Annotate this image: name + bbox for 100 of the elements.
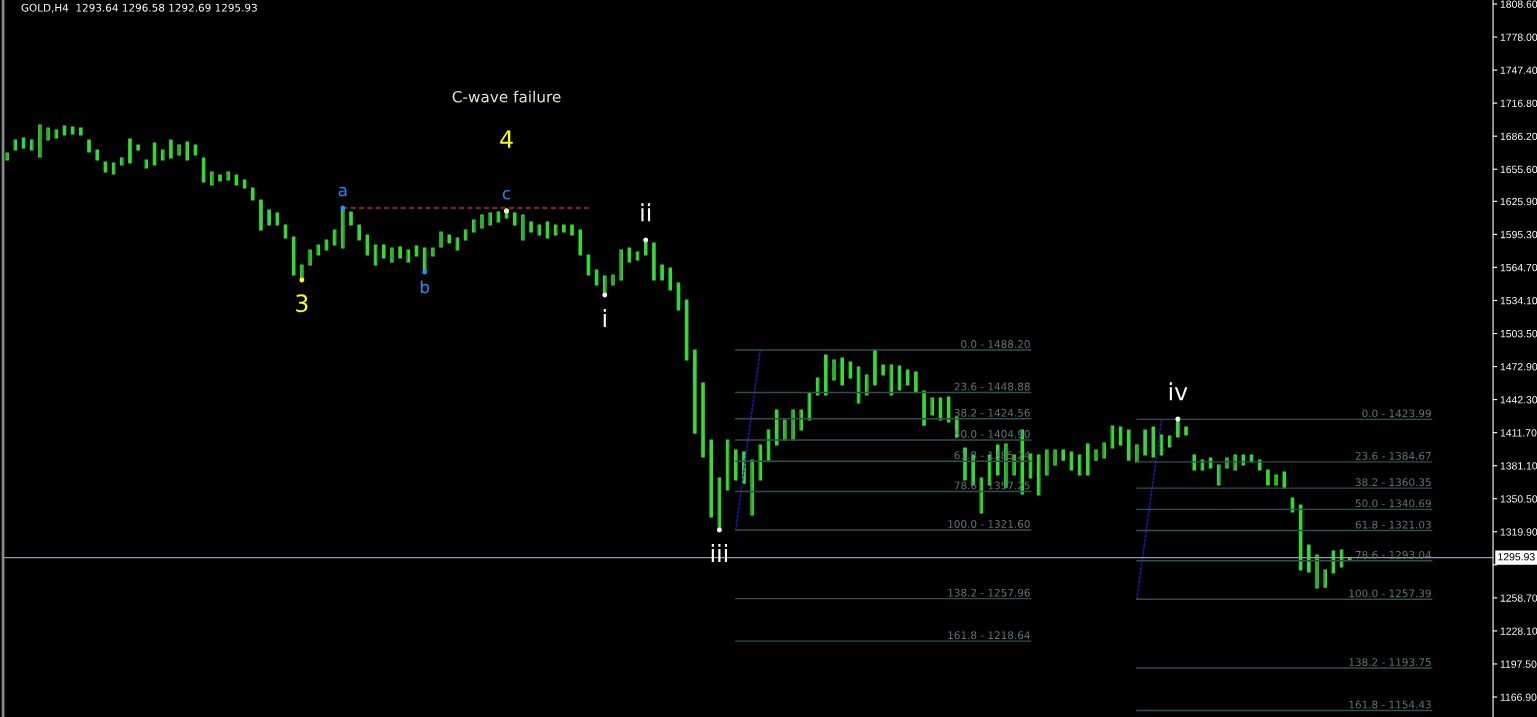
candlestick: [832, 359, 836, 381]
y-tick-label: 1564.70: [1500, 263, 1537, 272]
candlestick: [701, 382, 705, 458]
candlestick: [341, 207, 345, 249]
candlestick: [873, 349, 877, 386]
candlestick: [1266, 469, 1270, 486]
candlestick: [1315, 554, 1319, 589]
candlestick: [136, 144, 140, 151]
candlestick: [1274, 474, 1278, 486]
series-label: 0.0 - 1488.20: [961, 340, 1030, 348]
series-label: 38.2 - 1424.56: [954, 408, 1030, 417]
point: [340, 205, 346, 211]
candlestick: [840, 357, 844, 386]
candlestick: [201, 157, 206, 183]
series-label: 61.8 - 1321.03: [1355, 520, 1431, 529]
y-tick-label: 1381.10: [1500, 462, 1537, 470]
series-label: 38.2 - 1360.35: [1355, 478, 1431, 487]
y-tick-label: 1778.00: [1500, 33, 1537, 41]
ref-line-label: 1295.93: [1498, 553, 1535, 561]
candlestick: [586, 254, 591, 276]
candlestick: [807, 392, 812, 421]
y-tick-label: 1686.20: [1500, 132, 1537, 141]
y-tick-label: 1655.60: [1500, 165, 1537, 174]
candlestick: [177, 144, 181, 156]
y-tick-label: 1166.90: [1500, 693, 1537, 701]
candlestick: [1331, 550, 1336, 574]
y-tick-label: 1258.70: [1500, 594, 1537, 602]
candlestick: [46, 127, 50, 141]
candlestick: [693, 349, 697, 434]
series-label: 100.0 - 1321.60: [948, 520, 1030, 528]
candlestick: [259, 199, 263, 231]
y-tick-label: 1503.50: [1500, 330, 1537, 338]
series-label: 0.0 - 1423.99: [1362, 409, 1431, 418]
candlestick: [660, 264, 664, 281]
candlestick: [1126, 429, 1131, 461]
series-label: a: [338, 186, 347, 197]
y-tick-label: 1747.40: [1500, 66, 1537, 74]
candlestick: [431, 247, 435, 257]
candlestick: [733, 449, 738, 481]
point: [643, 237, 649, 243]
candlestick: [619, 249, 623, 281]
candlestick: [652, 242, 656, 281]
candlestick: [668, 267, 673, 291]
candlestick: [398, 246, 402, 259]
candlestick: [357, 224, 361, 241]
y-tick-label: 1595.30: [1500, 230, 1537, 239]
y-tick-label: 1808.60: [1500, 0, 1537, 8]
candlestick: [750, 459, 754, 516]
candlestick: [783, 419, 787, 441]
text: C-wave failure: [452, 90, 561, 103]
candlestick: [38, 124, 42, 158]
candlestick: [422, 247, 427, 273]
series-label: 78.6 - 1293.04: [1355, 550, 1432, 559]
candlestick: [881, 364, 885, 376]
y-tick-label: 1534.10: [1500, 296, 1537, 305]
candlestick: [1036, 454, 1041, 496]
candlestick: [1151, 426, 1156, 458]
candlestick: [562, 224, 566, 233]
candlestick: [308, 249, 312, 266]
candlestick: [1176, 418, 1180, 438]
series-label: 23.6 - 1448.88: [954, 382, 1030, 391]
series-label: ii: [641, 203, 651, 222]
candlestick: [291, 236, 296, 276]
candlestick: [897, 365, 902, 391]
series-label: 161.8 - 1154.43: [1349, 700, 1431, 709]
candlestick: [914, 371, 918, 393]
point: [422, 269, 428, 275]
point: [1175, 416, 1181, 422]
candlestick: [439, 231, 443, 248]
chart-title: GOLD,H4 1293.64 1296.58 1292.69 1295.93: [21, 3, 257, 13]
candlestick: [480, 214, 484, 229]
candlestick: [1217, 464, 1221, 486]
series-label: 138.2 - 1193.75: [1349, 658, 1431, 666]
point: [602, 292, 608, 298]
y-tick-label: 1472.90: [1500, 363, 1537, 371]
candlestick: [472, 219, 476, 233]
candlestick: [1298, 504, 1303, 571]
candlestick: [390, 247, 394, 263]
line-series: [1136, 418, 1163, 600]
y-tick-label: 1411.70: [1500, 429, 1537, 437]
candlestick: [128, 138, 132, 164]
candlestick: [1028, 453, 1033, 479]
candlestick: [365, 234, 370, 256]
candlestick: [300, 264, 304, 281]
y-tick-label: 1716.80: [1500, 99, 1537, 108]
series-label: 138.2 - 1257.96: [948, 588, 1030, 597]
series-label: iv: [1169, 382, 1188, 401]
candlestick: [218, 174, 222, 182]
series-label: i: [603, 308, 606, 327]
series-label: 3: [296, 294, 308, 313]
candlestick: [1307, 544, 1311, 573]
candlestick: [1094, 449, 1098, 461]
candlestick: [1143, 429, 1147, 456]
text: 4: [500, 130, 513, 148]
candlestick: [373, 244, 378, 266]
candlestick: [1077, 454, 1082, 476]
candlestick: [1135, 444, 1139, 463]
candlestick: [1102, 442, 1106, 459]
y-tick-label: 1319.90: [1500, 528, 1537, 536]
candlestick: [979, 477, 984, 514]
